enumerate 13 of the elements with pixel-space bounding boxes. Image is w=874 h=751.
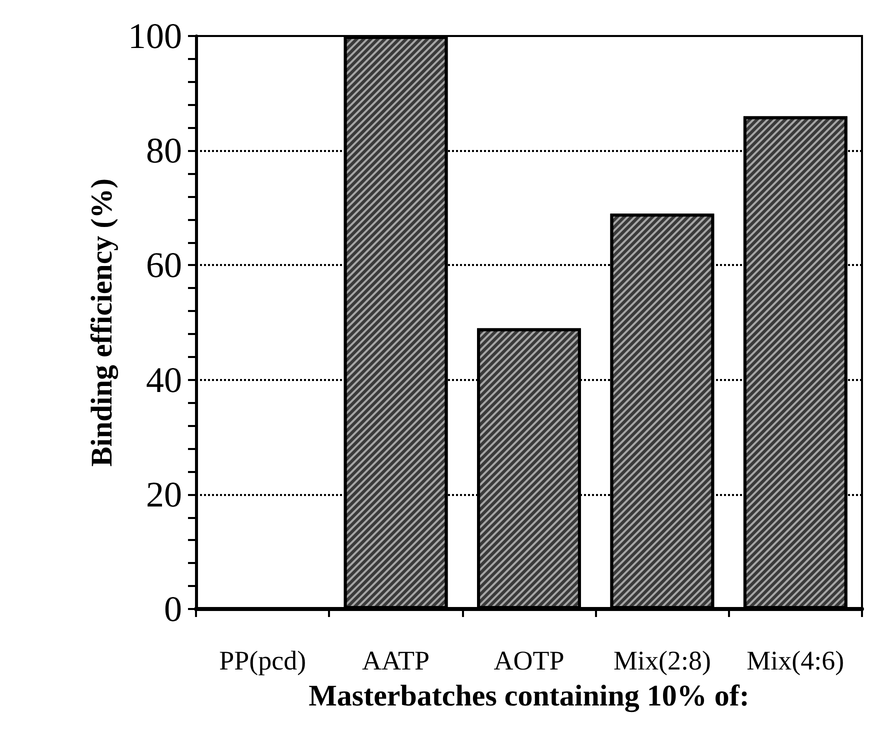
- x-tick-label: AATP: [362, 646, 430, 676]
- x-axis-title: Masterbatches containing 10% of:: [308, 680, 750, 712]
- y-tick-label: 100: [128, 16, 182, 56]
- y-tick-label: 0: [164, 589, 182, 629]
- x-tick-label: AOTP: [494, 646, 564, 676]
- y-tick-label: 20: [146, 474, 182, 514]
- y-axis-title: Binding efficiency (%): [86, 178, 119, 467]
- x-tick-label: Mix(4:6): [746, 646, 844, 676]
- y-tick-label: 40: [146, 360, 182, 400]
- x-tick-label: Mix(2:8): [613, 646, 711, 676]
- x-tick-label: PP(pcd): [219, 646, 306, 676]
- y-tick-label: 60: [146, 245, 182, 286]
- y-tick-label: 80: [146, 130, 182, 171]
